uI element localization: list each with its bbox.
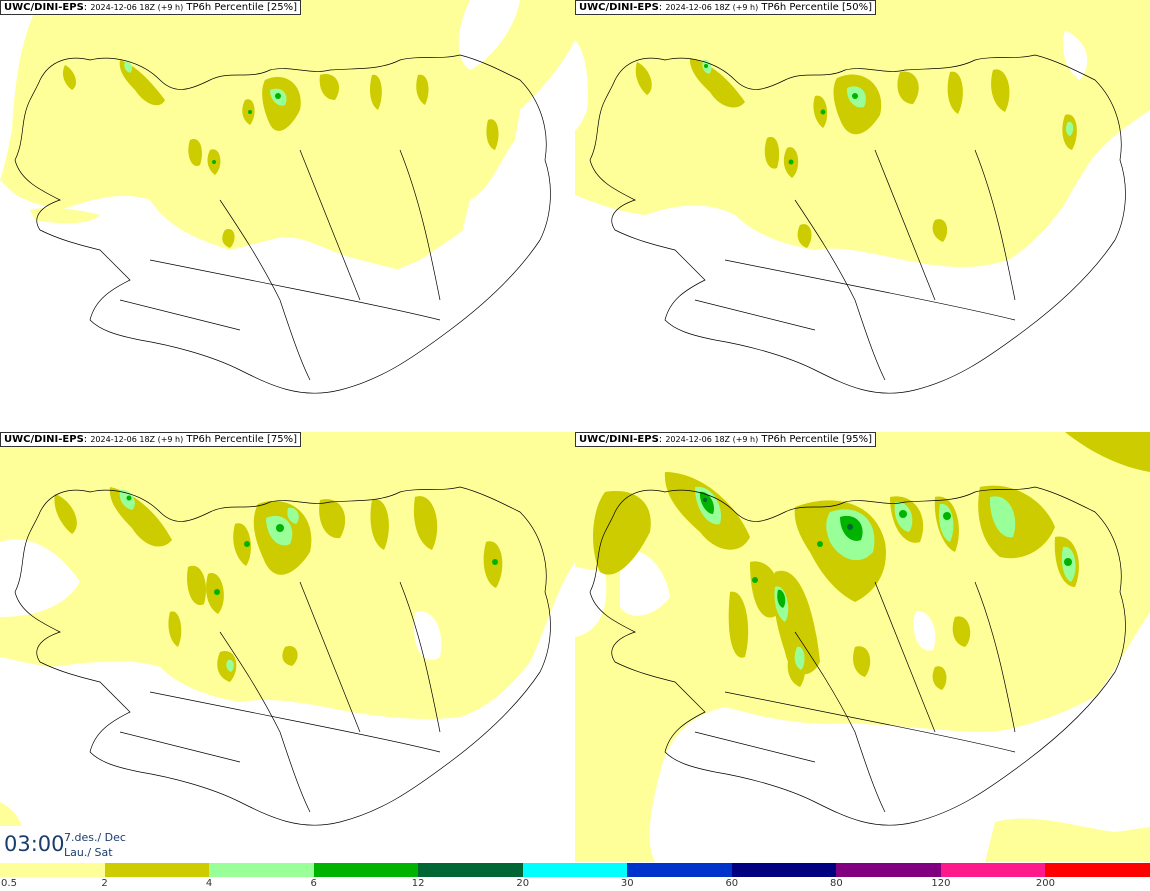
panel-title: UWC/DINI-EPS: 2024-12-06 18Z (+9 h) TP6h… [0, 0, 301, 15]
map-panel-25: UWC/DINI-EPS: 2024-12-06 18Z (+9 h) TP6h… [0, 0, 575, 430]
legend-label: 12 [411, 878, 425, 889]
legend-label: 4 [205, 878, 213, 889]
legend-swatch [731, 863, 837, 877]
legend-label: 120 [931, 878, 951, 889]
legend-label: 30 [620, 878, 634, 889]
legend-swatch [104, 863, 210, 877]
legend-swatch [1045, 863, 1150, 877]
legend-label: 2 [101, 878, 108, 889]
legend-label: 200 [1035, 878, 1055, 889]
legend-swatch [940, 863, 1046, 877]
map-panel-50: UWC/DINI-EPS: 2024-12-06 18Z (+9 h) TP6h… [575, 0, 1150, 430]
panel-title: UWC/DINI-EPS: 2024-12-06 18Z (+9 h) TP6h… [0, 432, 301, 447]
map-panel-75: UWC/DINI-EPS: 2024-12-06 18Z (+9 h) TP6h… [0, 432, 575, 862]
legend-swatch [209, 863, 314, 877]
legend-swatch [627, 863, 732, 877]
legend-swatch [522, 863, 628, 877]
legend-label: 60 [725, 878, 739, 889]
valid-time: 03:00 [4, 832, 65, 856]
legend-label: 0.5 [1, 878, 17, 889]
iceland-precip-map [0, 432, 575, 862]
legend-label: 80 [829, 878, 843, 889]
legend-swatch [313, 863, 419, 877]
panel-title: UWC/DINI-EPS: 2024-12-06 18Z (+9 h) TP6h… [575, 432, 876, 447]
iceland-precip-map [575, 0, 1150, 430]
panel-title: UWC/DINI-EPS: 2024-12-06 18Z (+9 h) TP6h… [575, 0, 876, 15]
valid-date: 7.des./ Dec Lau./ Sat [64, 830, 126, 860]
legend-swatch [836, 863, 941, 877]
iceland-precip-map [0, 0, 575, 430]
legend-swatch [418, 863, 523, 877]
map-panel-95: UWC/DINI-EPS: 2024-12-06 18Z (+9 h) TP6h… [575, 432, 1150, 862]
valid-date-line2: Lau./ Sat [64, 846, 113, 859]
legend-label: 6 [310, 878, 317, 889]
valid-date-line1: 7.des./ Dec [64, 831, 126, 844]
legend-label: 20 [516, 878, 530, 889]
valid-time-box: 03:00 7.des./ Dec Lau./ Sat [0, 826, 157, 863]
precip-legend: 0.5 2 4 6 12 20 30 60 80 120 200 [0, 863, 1150, 891]
iceland-precip-map [575, 432, 1150, 862]
legend-color-bar [0, 863, 1150, 877]
legend-swatch [0, 863, 105, 877]
